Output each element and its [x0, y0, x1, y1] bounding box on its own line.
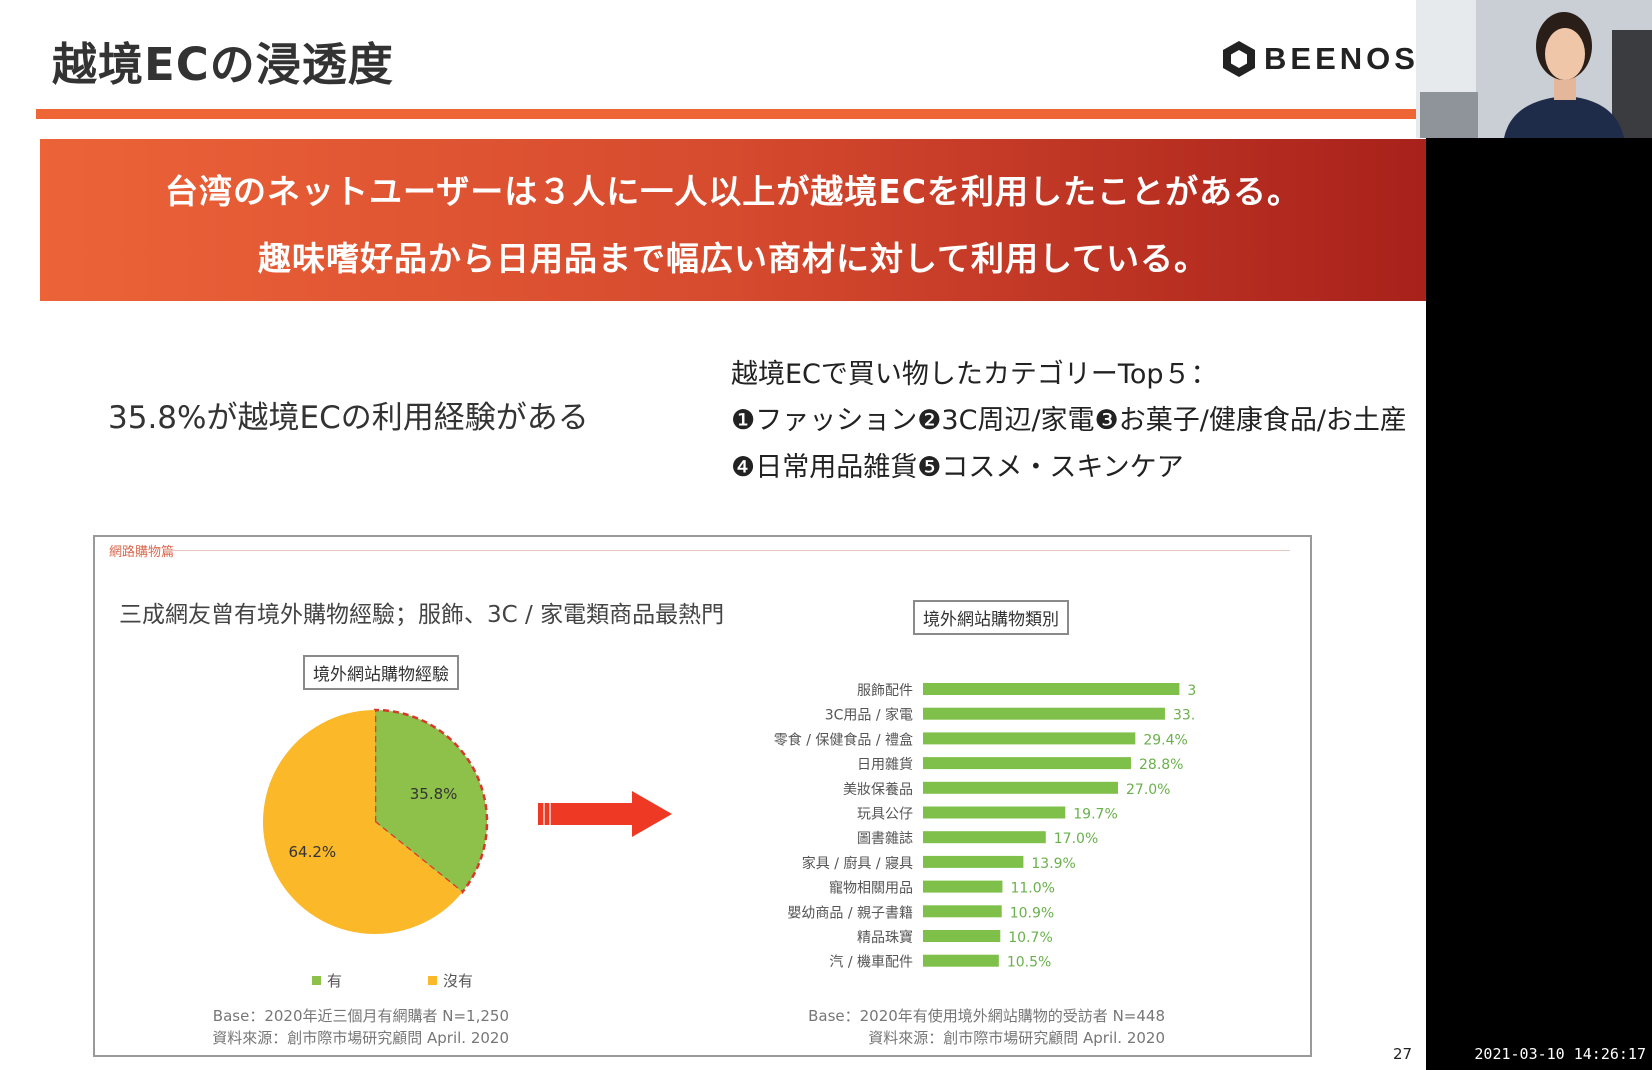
beenos-hexagon-icon	[1223, 41, 1255, 77]
webcam-video	[1416, 0, 1652, 138]
top5-heading: 越境ECで買い物したカテゴリーTop５：	[731, 359, 1218, 390]
legend-yes-label: 有	[327, 972, 343, 990]
bar	[923, 757, 1131, 770]
bar-chart: 服飾配件 35.5% 3C用品 / 家電 33.5% 零食 / 保健食品 / 禮盒 29.…	[774, 683, 1195, 971]
bar	[923, 831, 1046, 844]
bar	[923, 930, 1001, 942]
pie-slice	[373, 708, 489, 895]
stat-text: 35.8%が越境ECの利用経験がある	[108, 400, 589, 436]
bar-source: 資料來源：創市際市場研究顧問 April. 2020	[868, 1029, 1165, 1047]
bar	[923, 683, 1180, 695]
pie-chart: 35.8% 64.2%	[263, 708, 489, 934]
headline-banner: 台湾のネットユーザーは３人に一人以上が越境ECを利用したことがある。 趣味嗜好品…	[40, 139, 1426, 301]
bar-base-note: Base：2020年有使用境外網站購物的受訪者 N=448 資料來源：創市際市場…	[785, 1005, 1165, 1049]
bar	[923, 880, 1003, 893]
title-divider	[36, 109, 1426, 119]
legend-yes-swatch	[312, 976, 321, 985]
bar-value-label: 27.0%	[1126, 782, 1170, 798]
top5-line-1: ❶ファッション❷3C周辺/家電❸お菓子/健康食品/お土産	[731, 405, 1407, 436]
bar	[923, 806, 1066, 819]
pie-slice-label: 35.8%	[410, 785, 458, 803]
bar-value-label: 10.9%	[1010, 905, 1054, 921]
bar-category-label: 家具 / 廚具 / 寢具	[802, 855, 913, 872]
page-number: 27	[1393, 1045, 1413, 1063]
bar-value-label: 19.7%	[1073, 807, 1117, 823]
bar	[923, 707, 1165, 720]
bar-value-label: 10.5%	[1007, 955, 1051, 971]
top5-line-2: ❹日常用品雑貨❺コスメ・スキンケア	[731, 452, 1184, 483]
bar-category-label: 日用雜貨	[857, 756, 913, 773]
bar-value-label: 13.9%	[1031, 856, 1075, 872]
legend-no-label: 沒有	[443, 972, 474, 990]
pie-caption: 境外網站購物經驗	[303, 655, 459, 690]
bar-value-label: 29.4%	[1143, 732, 1187, 748]
presenter-video-image	[1416, 0, 1652, 138]
brand-logo: BEENOS	[1222, 40, 1419, 78]
pie-base: Base：2020年近三個月有網購者 N=1,250	[212, 1007, 509, 1025]
bar	[923, 732, 1136, 745]
banner-line-1: 台湾のネットユーザーは３人に一人以上が越境ECを利用したことがある。	[164, 172, 1302, 211]
pie-base-note: Base：2020年近三個月有網購者 N=1,250 資料來源：創市際市場研究顧…	[199, 1005, 509, 1049]
bar-base: Base：2020年有使用境外網站購物的受訪者 N=448	[808, 1007, 1165, 1025]
pie-slice	[263, 710, 463, 934]
bar-value-label: 17.0%	[1054, 831, 1098, 847]
bar-value-label: 35.5%	[1187, 683, 1195, 699]
bar-category-label: 寵物相關用品	[829, 880, 913, 897]
right-arrow-icon	[538, 791, 672, 837]
bar-category-label: 汽 / 機車配件	[829, 954, 913, 971]
brand-wordmark: BEENOS	[1264, 41, 1419, 76]
bar-value-label: 11.0%	[1010, 881, 1054, 897]
bar	[923, 781, 1118, 794]
bar-category-label: 嬰幼商品 / 親子書籍	[787, 904, 913, 921]
figure-tag-divider	[165, 550, 1290, 551]
recording-timestamp: 2021-03-10 14:26:17	[1474, 1045, 1646, 1063]
slide-title: 越境ECの浸透度	[52, 38, 394, 91]
bar-category-label: 圖書雜誌	[857, 831, 913, 847]
bar	[923, 855, 1024, 868]
figure-tag: 網路購物篇	[109, 545, 175, 560]
pie-slice-label: 64.2%	[289, 843, 337, 861]
survey-figure: 網路購物篇 三成網友曾有境外購物經驗；服飾、3C / 家電類商品最熱門 境外網站…	[93, 535, 1312, 1057]
slide: 越境ECの浸透度 BEENOS 台湾のネットユーザーは３人に一人以上が越境ECを…	[0, 0, 1426, 1070]
pie-source: 資料來源：創市際市場研究顧問 April. 2020	[212, 1029, 509, 1047]
bar-category-label: 3C用品 / 家電	[825, 707, 913, 724]
bar-value-label: 28.8%	[1139, 757, 1183, 773]
banner-line-2: 趣味嗜好品から日用品まで幅広い商材に対して利用している。	[257, 239, 1209, 278]
bar-category-label: 服飾配件	[857, 683, 913, 699]
bar-category-label: 美妝保養品	[843, 781, 913, 798]
bar-category-label: 零食 / 保健食品 / 禮盒	[774, 731, 913, 748]
bar-value-label: 33.5%	[1173, 708, 1195, 724]
legend-no-swatch	[428, 976, 437, 985]
bar-value-label: 10.7%	[1008, 930, 1052, 946]
bar-category-label: 精品珠寶	[857, 930, 913, 946]
bar-category-label: 玩具公仔	[857, 807, 913, 823]
legend-no: 沒有	[428, 970, 473, 991]
bar-caption: 境外網站購物類別	[913, 600, 1069, 635]
bar	[923, 905, 1002, 918]
legend-yes: 有	[312, 970, 342, 991]
figure-title: 三成網友曾有境外購物經驗；服飾、3C / 家電類商品最熱門	[119, 602, 725, 628]
bar	[923, 954, 999, 967]
